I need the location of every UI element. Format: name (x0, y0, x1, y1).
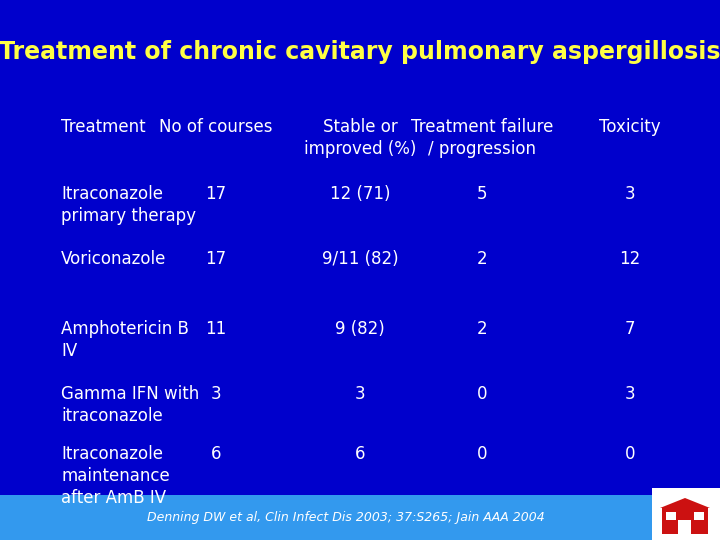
Text: Amphotericin B
IV: Amphotericin B IV (61, 320, 189, 360)
Text: 9/11 (82): 9/11 (82) (322, 250, 398, 268)
Text: 3: 3 (211, 385, 221, 403)
Text: Voriconazole: Voriconazole (61, 250, 166, 268)
Text: Itraconazole
maintenance
after AmB IV: Itraconazole maintenance after AmB IV (61, 445, 170, 508)
Text: 3: 3 (355, 385, 365, 403)
Text: 3: 3 (625, 385, 635, 403)
Text: 2: 2 (477, 320, 487, 338)
Bar (662, 508, 708, 534)
Text: Toxicity: Toxicity (599, 118, 661, 136)
Text: 9 (82): 9 (82) (335, 320, 385, 338)
Text: 0: 0 (477, 445, 487, 463)
Text: 12: 12 (619, 250, 641, 268)
Text: Treatment: Treatment (61, 118, 146, 136)
Text: Itraconazole
primary therapy: Itraconazole primary therapy (61, 185, 196, 225)
Text: 5: 5 (477, 185, 487, 203)
Text: 0: 0 (625, 445, 635, 463)
Text: Denning DW et al, Clin Infect Dis 2003; 37:S265; Jain AAA 2004: Denning DW et al, Clin Infect Dis 2003; … (147, 511, 544, 524)
Text: Treatment failure
/ progression: Treatment failure / progression (411, 118, 554, 158)
Text: 17: 17 (205, 185, 227, 203)
Polygon shape (660, 498, 710, 508)
Text: 12 (71): 12 (71) (330, 185, 390, 203)
Text: 3: 3 (625, 185, 635, 203)
Text: Stable or
improved (%): Stable or improved (%) (304, 118, 416, 158)
Text: 17: 17 (205, 250, 227, 268)
Bar (678, 520, 691, 534)
Text: Treatment of chronic cavitary pulmonary aspergillosis: Treatment of chronic cavitary pulmonary … (0, 40, 720, 64)
Bar (0, 495, 720, 540)
Text: Gamma IFN with
itraconazole: Gamma IFN with itraconazole (61, 385, 199, 425)
Text: 11: 11 (205, 320, 227, 338)
Bar (694, 512, 704, 520)
Text: 6: 6 (355, 445, 365, 463)
Bar (652, 488, 720, 540)
Text: 6: 6 (211, 445, 221, 463)
Text: 2: 2 (477, 250, 487, 268)
Text: 7: 7 (625, 320, 635, 338)
Text: 0: 0 (477, 385, 487, 403)
Bar (666, 512, 676, 520)
Text: No of courses: No of courses (159, 118, 273, 136)
